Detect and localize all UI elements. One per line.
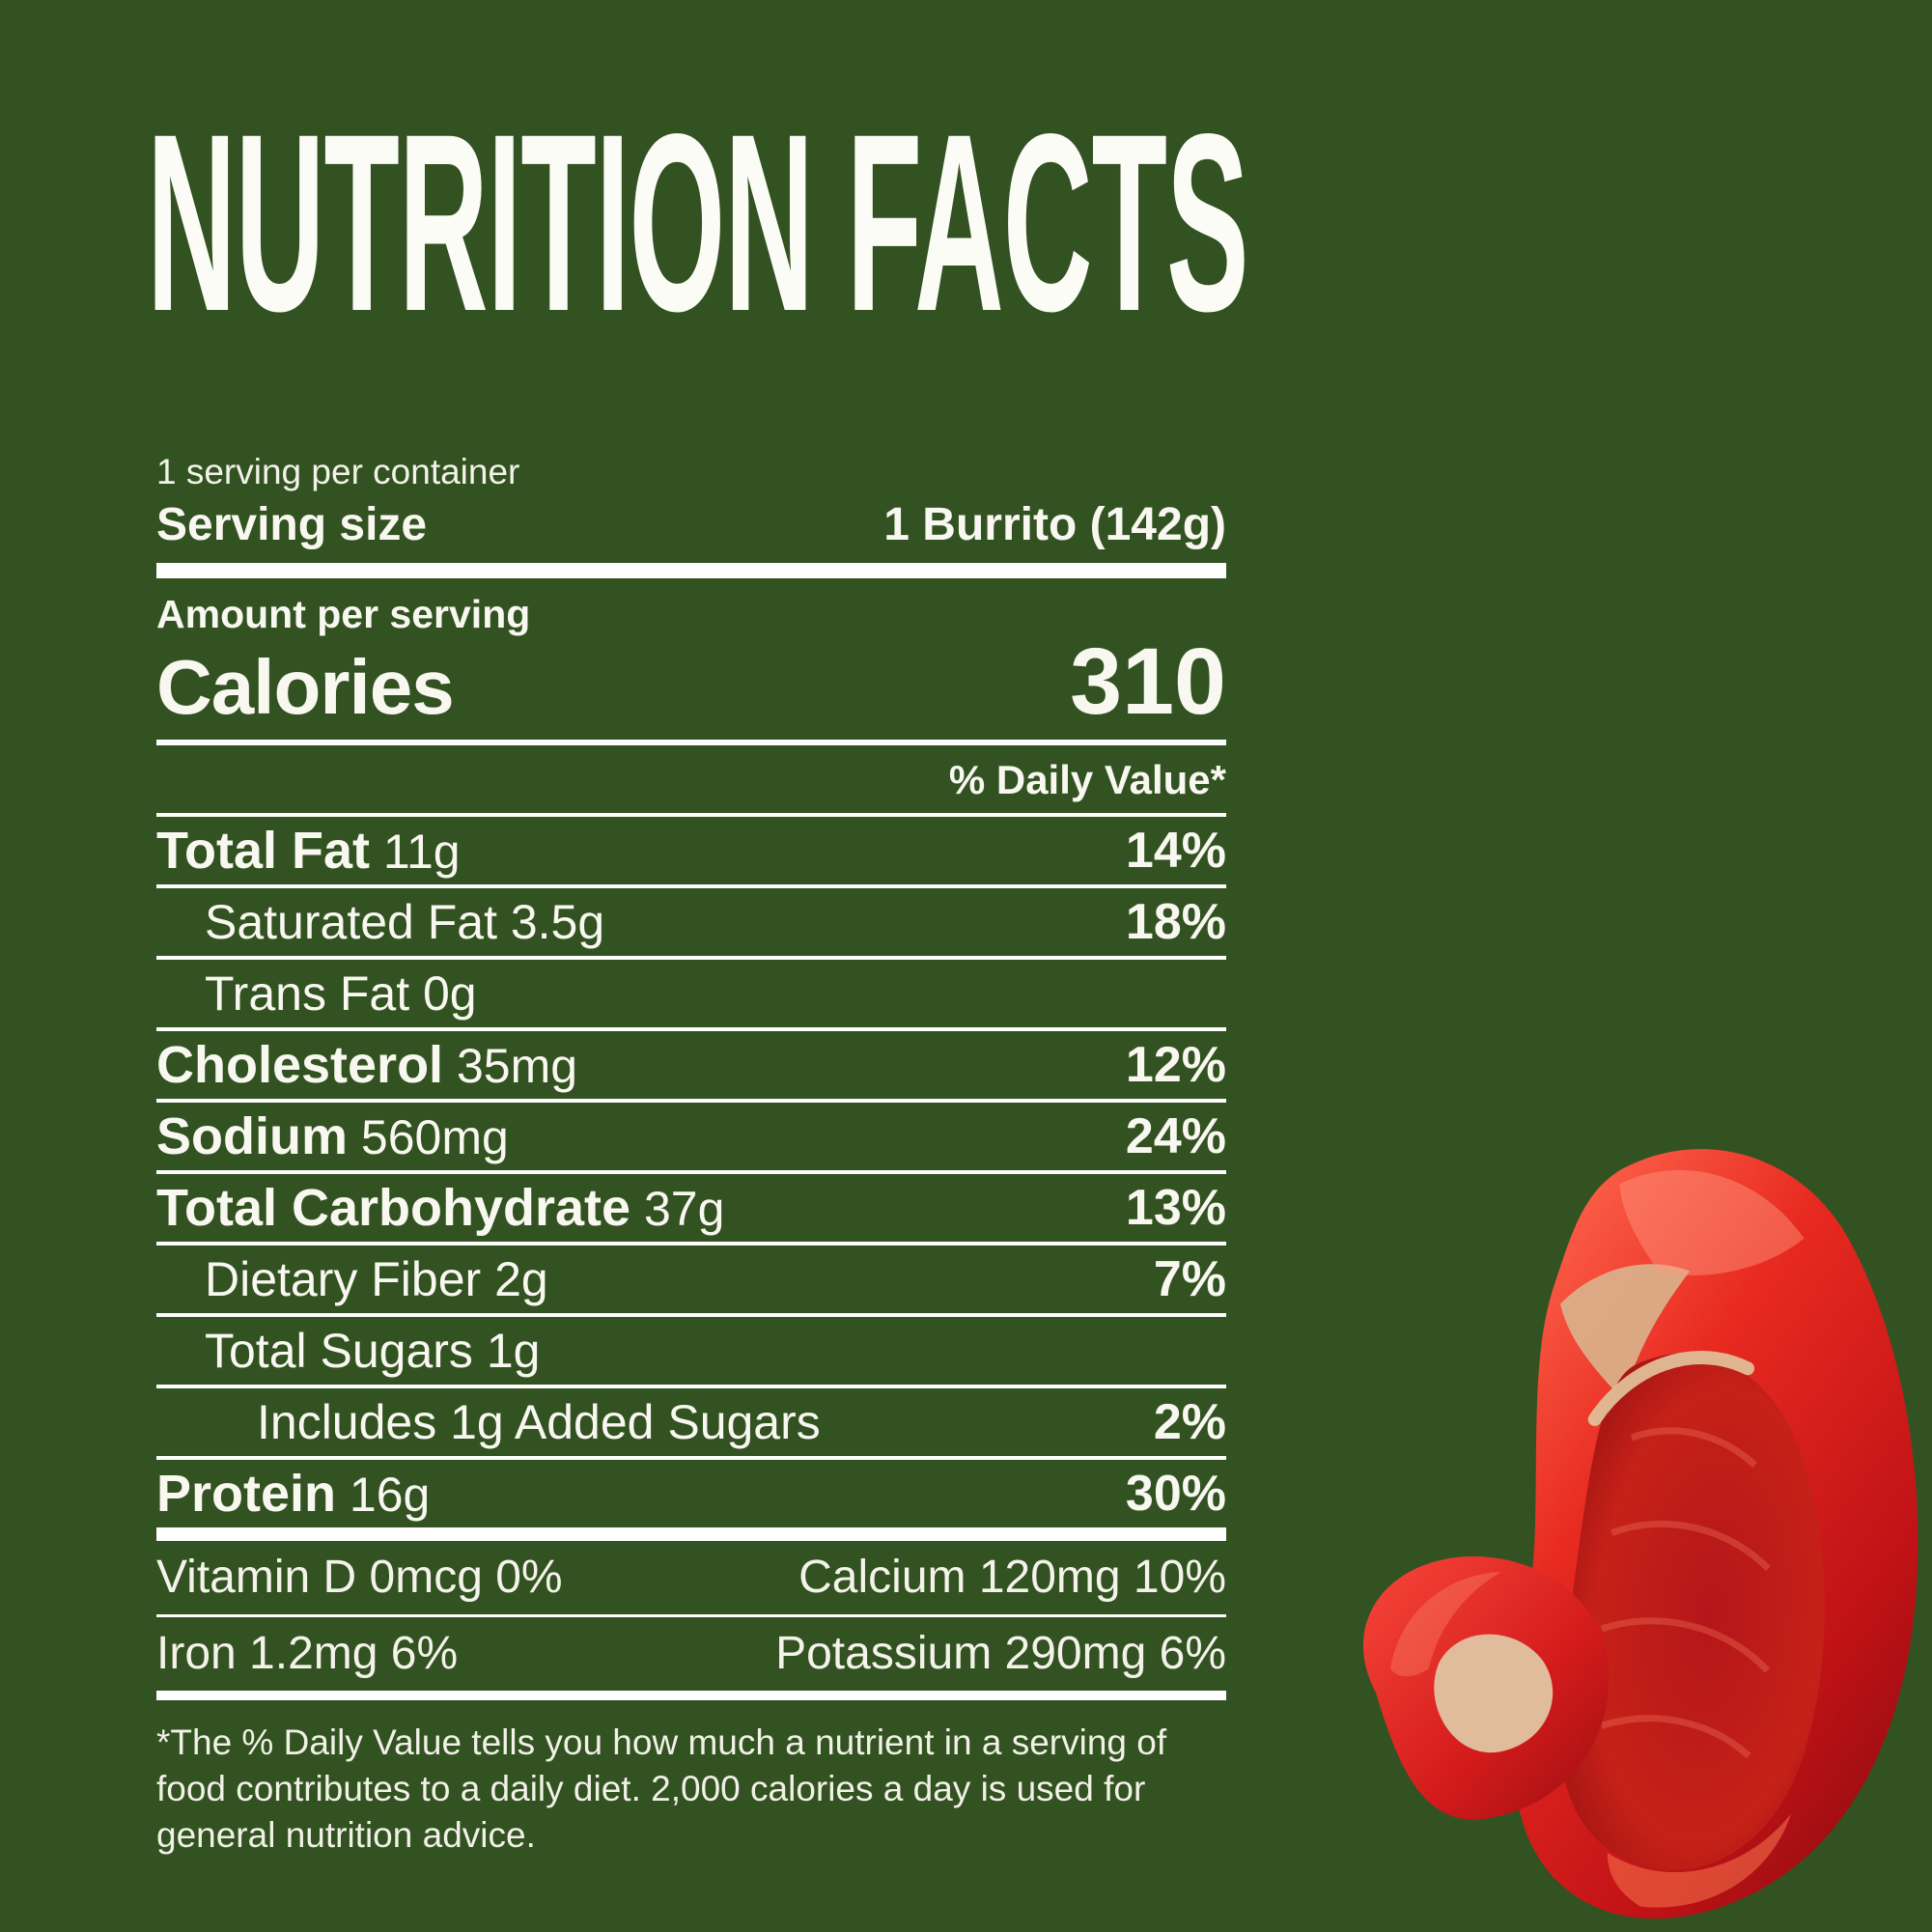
nutrient-amount: 35mg (443, 1038, 578, 1093)
nutrient-row: Sodium 560mg 24% (156, 1098, 1226, 1170)
pepper-curl-slice (1362, 1555, 1610, 1820)
nutrient-row: Dietary Fiber 2g 7% (156, 1241, 1226, 1313)
daily-value-footnote: *The % Daily Value tells you how much a … (156, 1722, 1167, 1855)
serving-size-label: Serving size (156, 498, 428, 550)
thick-divider (156, 562, 1226, 578)
nutrient-daily-value: 13% (1125, 1179, 1226, 1236)
servings-per-container: 1 serving per container (156, 452, 520, 491)
nutrient-amount: 37g (630, 1181, 725, 1236)
nutrient-row: Cholesterol 35mg 12% (156, 1026, 1226, 1099)
nutrient-daily-value: 18% (1125, 893, 1226, 950)
micronutrient-rows: Vitamin D 0mcg 0% Calcium 120mg 10% Iron 1… (156, 1541, 1226, 1691)
micronutrient-right: Potassium 290mg 6% (775, 1628, 1226, 1680)
micronutrient-left: Iron 1.2mg 6% (156, 1628, 459, 1680)
nutrient-name: Saturated Fat (205, 894, 497, 949)
nutrient-amount: 11g (369, 824, 461, 879)
nutrient-row: Total Carbohydrate 37g 13% (156, 1169, 1226, 1242)
nutrient-name: Total Sugars (205, 1323, 473, 1378)
nutrient-amount: 3.5g (496, 894, 605, 949)
nutrient-row: Includes 1g Added Sugars 2% (156, 1384, 1226, 1456)
calories-value: 310 (1070, 628, 1226, 734)
pepper-image (1362, 1149, 1918, 1919)
nutrient-name: Sodium (156, 1106, 348, 1165)
nutrient-name: Total Fat (156, 821, 370, 880)
nutrient-amount: 2g (481, 1251, 548, 1306)
daily-value-header: % Daily Value* (948, 756, 1226, 802)
nutrient-name: Cholesterol (156, 1035, 444, 1094)
serving-size-row: Serving size 1 Burrito (142g) (156, 498, 1226, 563)
nutrient-row: Protein 16g 30% (156, 1455, 1226, 1527)
nutrient-name: Total Carbohydrate (156, 1178, 631, 1237)
serving-size-value: 1 Burrito (142g) (883, 498, 1226, 550)
nutrient-rows: Total Fat 11g 14% Saturated Fat 3.5g 18% Tra… (156, 812, 1226, 1527)
nutrient-daily-value: 30% (1125, 1465, 1226, 1522)
nutrient-row: Total Fat 11g 14% (156, 812, 1226, 884)
nutrient-name: Protein (156, 1464, 337, 1523)
page-title: NUTRITION FACTS (147, 81, 1249, 364)
nutrient-amount: 560mg (348, 1109, 509, 1164)
amount-per-serving-label: Amount per serving (156, 591, 531, 636)
nutrient-row: Total Sugars 1g (156, 1312, 1226, 1385)
thick-divider (156, 1690, 1226, 1700)
micronutrient-row: Iron 1.2mg 6% Potassium 290mg 6% (156, 1613, 1226, 1691)
nutrient-daily-value: 7% (1153, 1250, 1226, 1307)
nutrient-amount: 1g (472, 1323, 541, 1378)
nutrient-amount: 0g (409, 966, 477, 1021)
nutrient-name: Includes 1g Added Sugars (257, 1394, 821, 1449)
nutrient-daily-value: 2% (1153, 1393, 1226, 1450)
micronutrient-row: Vitamin D 0mcg 0% Calcium 120mg 10% (156, 1541, 1226, 1614)
nutrient-amount: 16g (336, 1467, 431, 1522)
nutrient-row: Saturated Fat 3.5g 18% (156, 883, 1226, 956)
nutrient-name: Dietary Fiber (205, 1251, 482, 1306)
nutrient-daily-value: 24% (1125, 1107, 1226, 1164)
micronutrient-right: Calcium 120mg 10% (798, 1552, 1226, 1604)
thick-divider (156, 1526, 1226, 1541)
nutrient-row: Trans Fat 0g (156, 955, 1226, 1027)
nutrient-daily-value: 14% (1125, 822, 1226, 879)
micronutrient-left: Vitamin D 0mcg 0% (156, 1552, 563, 1604)
nutrient-daily-value: 12% (1125, 1036, 1226, 1093)
calories-row: Calories 310 (156, 628, 1226, 734)
nutrition-facts-panel: 1 serving per container Serving size 1 B… (156, 452, 1226, 1859)
medium-divider (156, 739, 1226, 745)
nutrient-name: Trans Fat (205, 966, 410, 1021)
pepper-main-slice (1514, 1149, 1918, 1919)
calories-label: Calories (156, 643, 455, 730)
